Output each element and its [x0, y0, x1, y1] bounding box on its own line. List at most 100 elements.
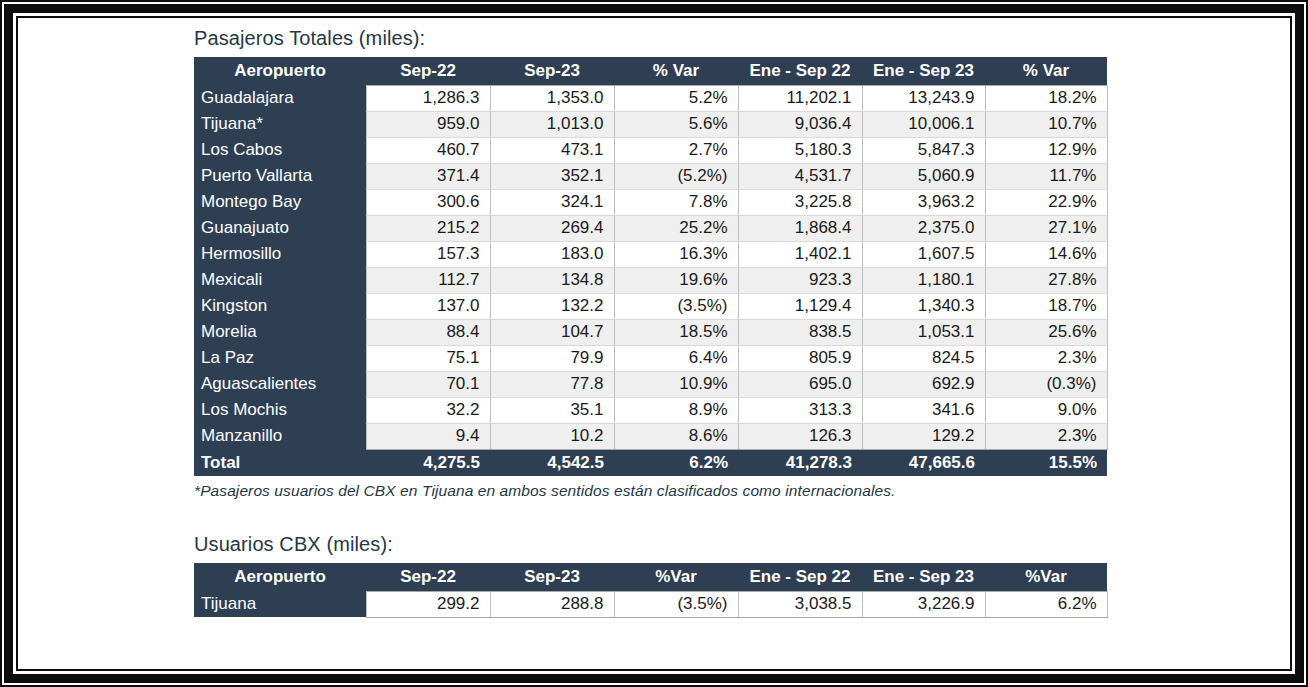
table-row: Hermosillo157.3183.016.3%1,402.11,607.51… [194, 241, 1107, 267]
value-cell: 13,243.9 [862, 85, 985, 111]
value-cell: 19.6% [614, 267, 738, 293]
value-cell: 3,225.8 [738, 189, 862, 215]
total-value-cell: 4,542.5 [490, 449, 614, 476]
value-cell: 25.6% [985, 319, 1107, 345]
value-cell: 104.7 [490, 319, 614, 345]
table-row: Guadalajara1,286.31,353.05.2%11,202.113,… [194, 85, 1107, 111]
value-cell: 1,013.0 [490, 111, 614, 137]
value-cell: 692.9 [862, 371, 985, 397]
value-cell: 70.1 [366, 371, 490, 397]
value-cell: 10,006.1 [862, 111, 985, 137]
column-header: Ene - Sep 23 [862, 563, 985, 591]
pasajeros-totales-title: Pasajeros Totales (miles): [194, 27, 1290, 50]
airport-name-cell: Manzanillo [194, 423, 366, 449]
table-row: Montego Bay300.6324.17.8%3,225.83,963.22… [194, 189, 1107, 215]
value-cell: 300.6 [366, 189, 490, 215]
column-header: Sep-23 [490, 57, 614, 85]
airport-name-cell: Los Cabos [194, 137, 366, 163]
value-cell: 299.2 [366, 591, 490, 617]
value-cell: 9.4 [366, 423, 490, 449]
value-cell: 11,202.1 [738, 85, 862, 111]
value-cell: 18.5% [614, 319, 738, 345]
airport-name-cell: Guadalajara [194, 85, 366, 111]
usuarios-cbx-header: AeropuertoSep-22Sep-23%VarEne - Sep 22En… [194, 563, 1107, 591]
picture-frame-mid: Pasajeros Totales (miles): AeropuertoSep… [4, 4, 1304, 683]
value-cell: 12.9% [985, 137, 1107, 163]
value-cell: 695.0 [738, 371, 862, 397]
value-cell: 5.2% [614, 85, 738, 111]
column-header: Aeropuerto [194, 563, 366, 591]
value-cell: 215.2 [366, 215, 490, 241]
airport-name-cell: Aguascalientes [194, 371, 366, 397]
pasajeros-totales-table: AeropuertoSep-22Sep-23% VarEne - Sep 22E… [194, 57, 1108, 476]
report-page: Pasajeros Totales (miles): AeropuertoSep… [18, 18, 1290, 618]
column-header: %Var [614, 563, 738, 591]
table-row: Aguascalientes70.177.810.9%695.0692.9(0.… [194, 371, 1107, 397]
table-row: Tijuana*959.01,013.05.6%9,036.410,006.11… [194, 111, 1107, 137]
value-cell: 9.0% [985, 397, 1107, 423]
header-row: AeropuertoSep-22Sep-23% VarEne - Sep 22E… [194, 57, 1107, 85]
value-cell: 269.4 [490, 215, 614, 241]
value-cell: 341.6 [862, 397, 985, 423]
value-cell: (0.3%) [985, 371, 1107, 397]
value-cell: 77.8 [490, 371, 614, 397]
value-cell: 352.1 [490, 163, 614, 189]
column-header: Ene - Sep 22 [738, 57, 862, 85]
value-cell: 157.3 [366, 241, 490, 267]
value-cell: 10.9% [614, 371, 738, 397]
value-cell: 324.1 [490, 189, 614, 215]
table-row: Manzanillo9.410.28.6%126.3129.22.3% [194, 423, 1107, 449]
value-cell: 27.1% [985, 215, 1107, 241]
table-row: Tijuana299.2288.8(3.5%)3,038.53,226.96.2… [194, 591, 1107, 617]
value-cell: 7.8% [614, 189, 738, 215]
total-value-cell: 41,278.3 [738, 449, 862, 476]
value-cell: 1,340.3 [862, 293, 985, 319]
value-cell: 2,375.0 [862, 215, 985, 241]
value-cell: 32.2 [366, 397, 490, 423]
value-cell: (3.5%) [614, 591, 738, 617]
value-cell: 8.6% [614, 423, 738, 449]
header-row: AeropuertoSep-22Sep-23%VarEne - Sep 22En… [194, 563, 1107, 591]
value-cell: 14.6% [985, 241, 1107, 267]
usuarios-cbx-title: Usuarios CBX (miles): [194, 533, 1290, 556]
value-cell: 18.7% [985, 293, 1107, 319]
value-cell: 88.4 [366, 319, 490, 345]
column-header: % Var [985, 57, 1107, 85]
value-cell: 1,868.4 [738, 215, 862, 241]
value-cell: 8.9% [614, 397, 738, 423]
value-cell: (3.5%) [614, 293, 738, 319]
value-cell: 6.2% [985, 591, 1107, 617]
airport-name-cell: Guanajuato [194, 215, 366, 241]
total-value-cell: 4,275.5 [366, 449, 490, 476]
value-cell: 5.6% [614, 111, 738, 137]
picture-frame-inner: Pasajeros Totales (miles): AeropuertoSep… [16, 16, 1292, 671]
airport-name-cell: Mexicali [194, 267, 366, 293]
value-cell: 5,847.3 [862, 137, 985, 163]
airport-name-cell: Tijuana* [194, 111, 366, 137]
value-cell: 1,402.1 [738, 241, 862, 267]
value-cell: 16.3% [614, 241, 738, 267]
value-cell: 1,353.0 [490, 85, 614, 111]
value-cell: 824.5 [862, 345, 985, 371]
table-row: La Paz75.179.96.4%805.9824.52.3% [194, 345, 1107, 371]
value-cell: 3,038.5 [738, 591, 862, 617]
value-cell: 288.8 [490, 591, 614, 617]
airport-name-cell: Montego Bay [194, 189, 366, 215]
cbx-footnote: *Pasajeros usuarios del CBX en Tijuana e… [194, 482, 1290, 500]
value-cell: 2.3% [985, 423, 1107, 449]
total-value-cell: 15.5% [985, 449, 1107, 476]
table-row: Los Mochis32.235.18.9%313.3341.69.0% [194, 397, 1107, 423]
value-cell: 129.2 [862, 423, 985, 449]
value-cell: (5.2%) [614, 163, 738, 189]
value-cell: 27.8% [985, 267, 1107, 293]
column-header: Aeropuerto [194, 57, 366, 85]
value-cell: 134.8 [490, 267, 614, 293]
value-cell: 460.7 [366, 137, 490, 163]
value-cell: 75.1 [366, 345, 490, 371]
airport-name-cell: Tijuana [194, 591, 366, 617]
column-header: Ene - Sep 22 [738, 563, 862, 591]
total-value-cell: 47,665.6 [862, 449, 985, 476]
value-cell: 10.7% [985, 111, 1107, 137]
pasajeros-totales-header: AeropuertoSep-22Sep-23% VarEne - Sep 22E… [194, 57, 1107, 85]
value-cell: 25.2% [614, 215, 738, 241]
